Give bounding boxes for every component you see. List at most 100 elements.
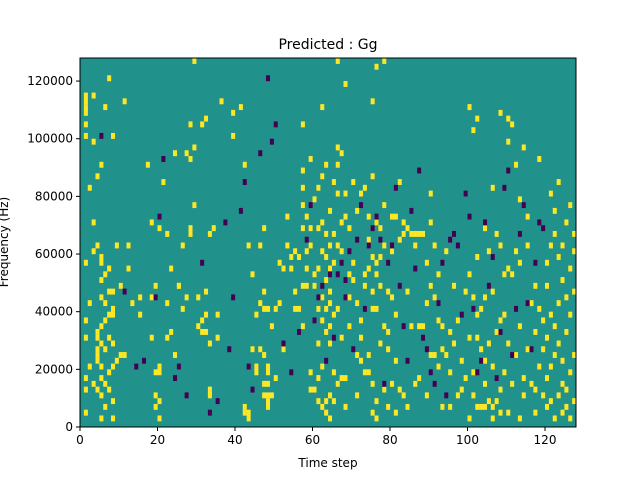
heatmap-cell-high (490, 288, 495, 295)
heatmap-cell-high (374, 219, 379, 226)
heatmap-cell-high (320, 248, 325, 255)
heatmap-cell-high (99, 254, 104, 260)
heatmap-cell-high (145, 161, 150, 168)
heatmap-cell-high (486, 248, 491, 255)
heatmap-cell-high (424, 392, 429, 399)
heatmap-cell-high (300, 225, 305, 232)
heatmap-cell-high (401, 219, 406, 226)
heatmap-cell-high (390, 294, 395, 301)
heatmap-cell-low (428, 369, 433, 376)
heatmap-cell-high (486, 398, 491, 405)
heatmap-cell-high (343, 190, 348, 197)
heatmap-cell-low (514, 305, 519, 312)
heatmap-cell-high (502, 311, 507, 318)
heatmap-cell-high (192, 58, 197, 64)
heatmap-cell-high (467, 334, 472, 341)
heatmap-cell-high (459, 386, 464, 393)
heatmap-cell-high (308, 156, 313, 162)
heatmap-cell-high (99, 277, 104, 284)
heatmap-cell-high (378, 225, 383, 232)
heatmap-cell-high (564, 386, 569, 393)
heatmap-cell-high (165, 334, 170, 341)
heatmap-cell-low (421, 334, 426, 341)
heatmap-cell-high (91, 248, 96, 255)
heatmap-cell-high (246, 415, 251, 422)
heatmap-cell-high (355, 300, 360, 307)
heatmap-cell-high (417, 375, 422, 382)
x-tick-label: 20 (150, 433, 165, 447)
heatmap-cell-high (521, 375, 526, 382)
heatmap-cell-high (266, 392, 271, 399)
heatmap-cell-low (250, 386, 255, 393)
y-tick-label: 80000 (35, 189, 73, 203)
heatmap-cell-high (413, 380, 418, 387)
heatmap-cell-high (382, 202, 387, 209)
heatmap-cell-high (382, 386, 387, 393)
heatmap-cell-high (107, 334, 112, 341)
heatmap-cell-high (165, 230, 170, 237)
heatmap-cell-high (355, 352, 360, 358)
heatmap-cell-low (173, 375, 178, 382)
heatmap-cell-high (103, 346, 108, 353)
heatmap-cell-high (111, 398, 116, 405)
heatmap-cell-high (161, 179, 166, 185)
heatmap-cell-high (339, 219, 344, 226)
heatmap-cell-low (157, 213, 162, 220)
heatmap-cell-high (83, 104, 88, 111)
heatmap-cell-high (83, 132, 88, 139)
heatmap-cell-high (525, 242, 530, 249)
heatmap-cell-low (475, 369, 480, 376)
heatmap-cell-high (316, 184, 321, 191)
heatmap-cell-high (428, 282, 433, 289)
heatmap-cell-high (107, 265, 112, 272)
heatmap-cell-high (293, 248, 298, 255)
heatmap-cell-high (556, 392, 561, 399)
heatmap-cell-high (165, 300, 170, 307)
heatmap-cell-high (545, 282, 550, 289)
heatmap-cell-high (436, 317, 441, 324)
heatmap-cell-high (366, 236, 371, 243)
heatmap-cell-high (207, 386, 212, 393)
heatmap-cell-low (320, 282, 325, 289)
heatmap-cell-high (331, 311, 336, 318)
heatmap-cell-high (192, 202, 197, 209)
heatmap-cell-high (157, 363, 162, 370)
heatmap-cell-high (386, 288, 391, 295)
heatmap-cell-high (343, 375, 348, 382)
heatmap-cell-high (339, 375, 344, 382)
heatmap-cell-high (204, 115, 209, 122)
heatmap-cell-high (107, 386, 112, 393)
heatmap-cell-high (339, 334, 344, 341)
heatmap-cell-high (498, 386, 503, 393)
heatmap-cell-high (95, 242, 100, 249)
heatmap-cell-low (297, 328, 302, 335)
heatmap-cell-high (308, 225, 313, 232)
heatmap-cell-high (231, 109, 236, 116)
heatmap-cell-high (258, 300, 263, 307)
heatmap-cell-high (149, 294, 154, 301)
heatmap-cell-high (285, 242, 290, 249)
heatmap-cell-high (545, 403, 550, 410)
heatmap-cell-low (351, 346, 356, 353)
heatmap-cell-high (486, 340, 491, 347)
heatmap-cell-high (312, 386, 317, 393)
heatmap-cell-high (471, 369, 476, 376)
heatmap-cell-low (537, 219, 542, 226)
heatmap-cell-high (293, 305, 298, 312)
heatmap-cell-high (308, 242, 313, 249)
heatmap-cell-low (405, 357, 410, 364)
heatmap-cell-high (200, 317, 205, 324)
heatmap-cell-high (498, 242, 503, 249)
heatmap-cell-high (475, 311, 480, 318)
heatmap-cell-high (308, 369, 313, 376)
heatmap-cell-low (370, 225, 375, 232)
heatmap-cell-high (180, 242, 185, 249)
heatmap-cell-high (413, 230, 418, 237)
heatmap-cell-high (242, 161, 247, 168)
heatmap-cell-high (339, 248, 344, 255)
heatmap-cell-high (440, 346, 445, 353)
heatmap-cell-high (335, 144, 340, 151)
heatmap-cell-low (436, 300, 441, 307)
heatmap-cell-low (506, 167, 511, 174)
heatmap-cell-high (517, 323, 522, 330)
